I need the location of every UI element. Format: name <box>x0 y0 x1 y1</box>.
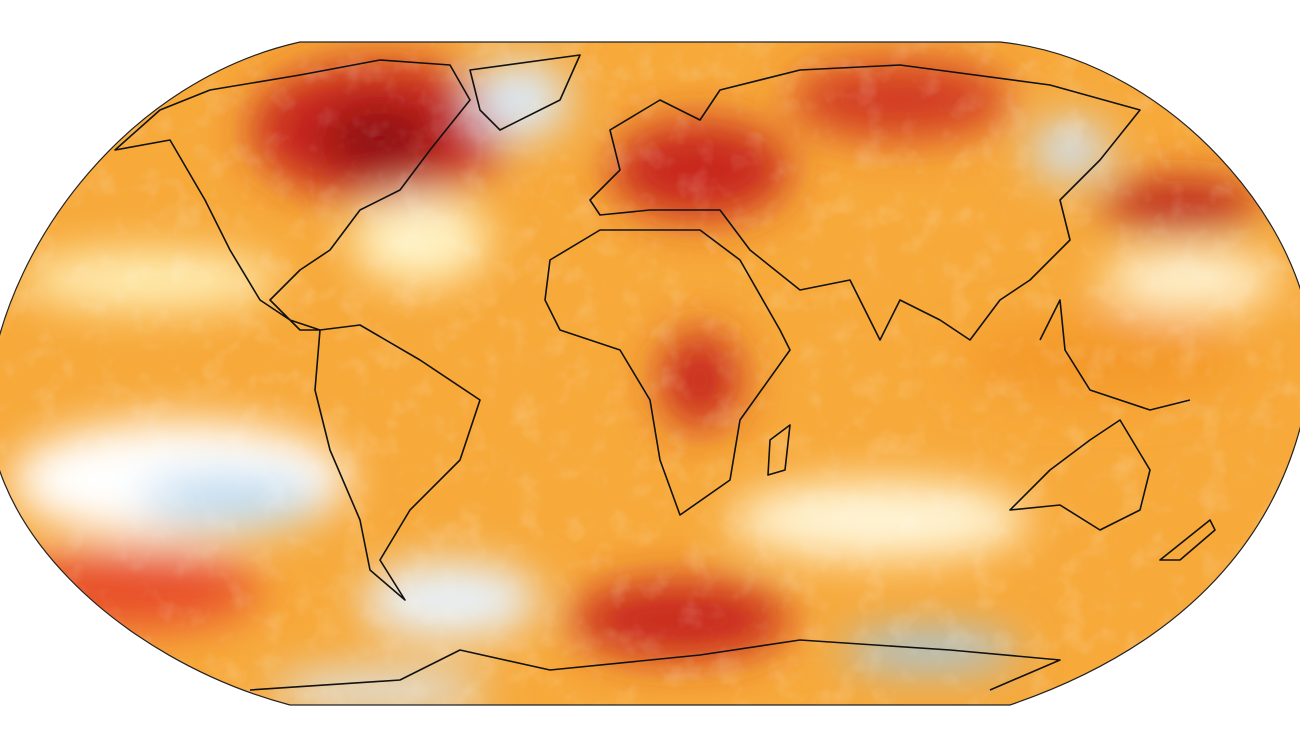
globe-outline <box>0 41 1300 706</box>
coastlines <box>114 54 1216 691</box>
